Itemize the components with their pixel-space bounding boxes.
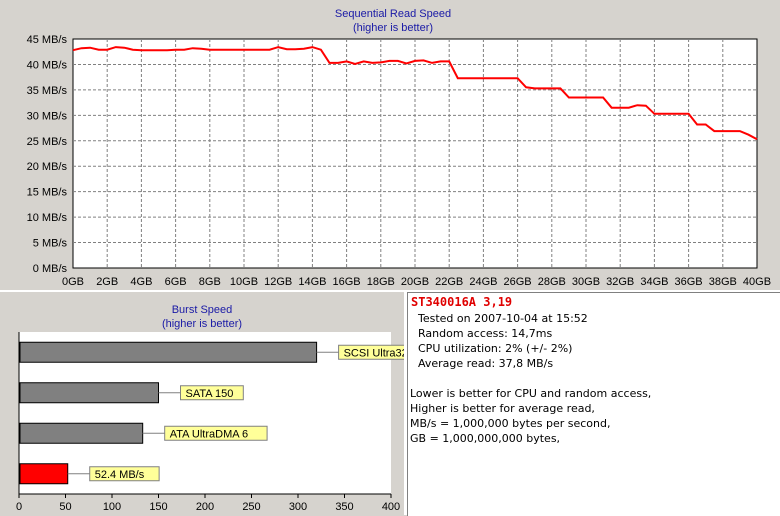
x-tick-label: 18GB	[367, 276, 395, 288]
bar-label: 52.4 MB/s	[95, 469, 145, 481]
bar-label: SCSI Ultra320	[344, 347, 404, 359]
burst-bar	[19, 463, 69, 485]
burst-bar	[19, 422, 144, 444]
burst-speed-panel: Burst Speed (higher is better) 0 50 100 150 20…	[0, 292, 404, 515]
x-tick-label: 0GB	[62, 276, 84, 288]
x-tick-label: 50	[59, 501, 71, 513]
x-tick-label: 2GB	[96, 276, 118, 288]
x-tick-label: 32GB	[606, 276, 634, 288]
y-tick-label: 40 MB/s	[27, 59, 68, 71]
drive-name: ST340016A 3,19	[411, 295, 513, 309]
note-line-3: MB/s = 1,000,000 bytes per second,	[410, 417, 611, 430]
y-tick-label: 35 MB/s	[27, 85, 68, 97]
x-tick-label: 200	[196, 501, 214, 513]
burst-bar	[19, 341, 318, 363]
x-tick-label: 8GB	[199, 276, 221, 288]
y-tick-label: 25 MB/s	[27, 136, 68, 148]
x-tick-label: 300	[289, 501, 307, 513]
y-tick-label: 15 MB/s	[27, 187, 68, 199]
panel-divider-horizontal	[0, 290, 780, 292]
y-tick-label: 20 MB/s	[27, 161, 68, 173]
chart-title: Sequential Read Speed	[335, 8, 451, 20]
x-tick-label: 400	[382, 501, 400, 513]
x-tick-label: 40GB	[743, 276, 771, 288]
note-line-4: GB = 1,000,000,000 bytes,	[410, 432, 561, 445]
bar-label-box	[164, 425, 268, 441]
info-average-read: Average read: 37,8 MB/s	[418, 357, 554, 370]
note-line-2: Higher is better for average read,	[410, 402, 595, 415]
info-cpu-utilization: CPU utilization: 2% (+/- 2%)	[418, 342, 573, 355]
info-tested-on: Tested on 2007-10-04 at 15:52	[418, 312, 588, 325]
x-tick-label: 28GB	[538, 276, 566, 288]
note-line-1: Lower is better for CPU and random acces…	[410, 387, 652, 400]
x-tick-label: 10GB	[230, 276, 258, 288]
chart-title: Burst Speed	[172, 304, 233, 316]
bar-label-box	[89, 466, 160, 482]
chart-subtitle: (higher is better)	[353, 22, 433, 34]
x-tick-label: 30GB	[572, 276, 600, 288]
y-tick-label: 0 MB/s	[33, 263, 68, 275]
x-tick-label: 20GB	[401, 276, 429, 288]
bar-label: SATA 150	[186, 388, 234, 400]
bar-label: ATA UltraDMA 6	[170, 428, 248, 440]
read-speed-line	[72, 46, 758, 141]
x-tick-label: 26GB	[504, 276, 532, 288]
info-random-access: Random access: 14,7ms	[418, 327, 553, 340]
panel-divider-vertical	[404, 292, 407, 515]
sequential-read-chart: Sequential Read Speed (higher is better) 0…	[27, 8, 771, 288]
y-tick-label: 30 MB/s	[27, 110, 68, 122]
burst-speed-chart: Burst Speed (higher is better) 0 50 100 150 20…	[16, 304, 404, 513]
x-tick-label: 12GB	[264, 276, 292, 288]
x-tick-label: 4GB	[130, 276, 152, 288]
y-tick-label: 10 MB/s	[27, 212, 68, 224]
x-tick-label: 36GB	[675, 276, 703, 288]
bar-label-box	[338, 344, 404, 360]
x-tick-label: 14GB	[298, 276, 326, 288]
x-tick-label: 100	[103, 501, 121, 513]
bar-label-box	[180, 385, 244, 401]
x-tick-label: 38GB	[709, 276, 737, 288]
x-tick-label: 34GB	[640, 276, 668, 288]
y-tick-label: 5 MB/s	[33, 238, 68, 250]
sequential-read-panel: Sequential Read Speed (higher is better) 0…	[26, 8, 772, 288]
y-tick-label: 45 MB/s	[27, 34, 68, 46]
x-tick-label: 350	[335, 501, 353, 513]
chart-subtitle: (higher is better)	[162, 318, 242, 330]
plot-area	[72, 38, 758, 269]
x-tick-label: 0	[16, 501, 22, 513]
x-tick-label: 150	[149, 501, 167, 513]
x-tick-label: 250	[242, 501, 260, 513]
x-tick-label: 6GB	[165, 276, 187, 288]
x-tick-label: 16GB	[333, 276, 361, 288]
x-tick-label: 24GB	[469, 276, 497, 288]
x-tick-label: 22GB	[435, 276, 463, 288]
burst-bar	[19, 382, 159, 404]
test-info-panel: ST340016A 3,19 Tested on 2007-10-04 at 1…	[407, 292, 780, 516]
